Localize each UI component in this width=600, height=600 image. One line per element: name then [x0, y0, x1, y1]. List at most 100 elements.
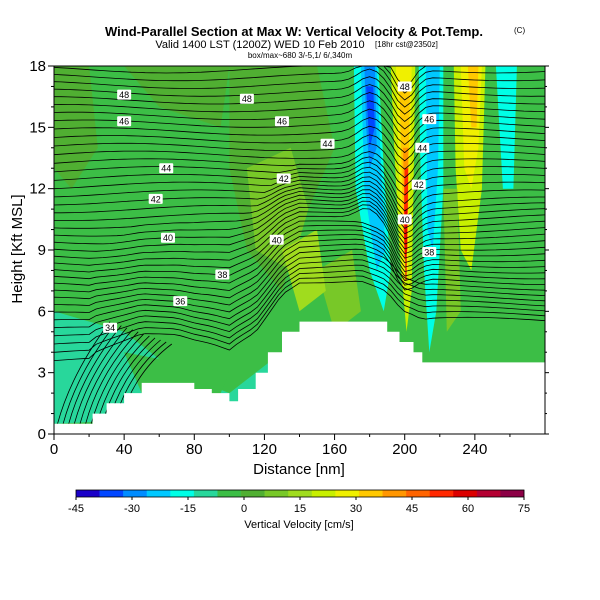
- colorbar-swatch: [476, 490, 501, 497]
- contour-label-text: 48: [242, 94, 252, 104]
- contour-label: 44: [159, 163, 174, 174]
- theta-contour: [57, 321, 111, 424]
- theta-contour: [54, 180, 545, 229]
- x-axis-label: Distance [nm]: [253, 461, 345, 478]
- colorbar-tick-label: 0: [241, 503, 247, 515]
- contour-label-text: 44: [417, 143, 427, 153]
- contour-label-text: 40: [400, 215, 410, 225]
- colorbar-label: Vertical Velocity [cm/s]: [244, 519, 353, 531]
- contour-label-text: 46: [119, 117, 129, 127]
- contour-label: 48: [397, 81, 412, 92]
- theta-contour: [54, 220, 545, 273]
- theta-contour: [54, 229, 545, 286]
- colorbar-swatch: [288, 490, 313, 497]
- y-tick-label: 6: [38, 303, 46, 320]
- theta-contour: [54, 248, 545, 313]
- theta-contour: [54, 196, 545, 250]
- theta-contour: [54, 189, 545, 240]
- plot-area: 48 48 46 46 44 44 42 42 40 40 38 36 34 48 46 44 42 40 38: [54, 66, 545, 434]
- theta-contour: [102, 337, 156, 424]
- theta-contour: [54, 176, 545, 224]
- contour-label-text: 40: [163, 233, 173, 243]
- colorbar-swatch: [146, 490, 171, 497]
- theta-contour: [54, 193, 545, 245]
- chart-subtitle-note: [18hr cst@2350z]: [375, 40, 438, 49]
- theta-contour: [54, 125, 545, 162]
- colorbar-swatch: [217, 490, 242, 497]
- contour-label: 46: [422, 114, 437, 125]
- theta-contour: [54, 117, 545, 154]
- theta-contour: [85, 331, 139, 424]
- y-tick-label: 9: [38, 242, 46, 259]
- contour-label-text: 36: [175, 297, 185, 307]
- velocity-patch: [495, 66, 517, 189]
- contour-label: 48: [239, 93, 254, 104]
- colorbar-tick-label: 75: [518, 503, 530, 515]
- colorbar-tick-label: 15: [294, 503, 306, 515]
- contour-label: 38: [422, 247, 437, 258]
- theta-contour: [54, 134, 545, 170]
- y-axis-label: Height [Kft MSL]: [9, 194, 26, 303]
- y-tick-label: 0: [38, 426, 46, 443]
- theta-contour: [54, 200, 545, 255]
- theta-contour: [54, 185, 545, 235]
- x-tick-label: 200: [392, 441, 417, 458]
- theta-contour: [62, 323, 117, 424]
- x-tick-label: 0: [50, 441, 58, 458]
- contour-label-text: 42: [414, 180, 424, 190]
- x-tick-label: 240: [462, 441, 487, 458]
- theta-contour: [54, 253, 545, 321]
- colorbar-tick-label: -30: [124, 503, 140, 515]
- x-tick-label: 80: [186, 441, 203, 458]
- contour-label: 42: [276, 173, 291, 184]
- theta-contour: [54, 151, 545, 187]
- contour-label: 46: [274, 116, 289, 127]
- contour-label-text: 38: [217, 270, 227, 280]
- colorbar-swatch: [429, 490, 454, 497]
- theta-contour: [54, 243, 545, 306]
- colorbar-tick-label: 45: [406, 503, 418, 515]
- theta-contour: [54, 161, 545, 205]
- contour-label: 36: [173, 296, 188, 307]
- contour-label-text: 48: [400, 82, 410, 92]
- contour-label: 44: [415, 142, 430, 153]
- contour-label-text: 42: [279, 174, 289, 184]
- colorbar-tick-label: -15: [180, 503, 196, 515]
- y-tick-label: 18: [29, 58, 46, 75]
- theta-contour: [54, 143, 545, 179]
- contour-label-text: 38: [424, 248, 434, 258]
- theta-contour: [73, 327, 128, 424]
- colorbar: -45 -30 -15 0 15 30 45 60 75: [68, 489, 530, 515]
- theta-contour: [54, 280, 545, 361]
- terrain-mask: [54, 321, 545, 434]
- colorbar-tick-label: 30: [350, 503, 362, 515]
- chart-title: Wind-Parallel Section at Max W: Vertical…: [105, 24, 483, 39]
- y-tick-label: 3: [38, 365, 46, 382]
- contour-label: 40: [269, 234, 284, 245]
- contour-label-text: 44: [323, 139, 333, 149]
- colorbar-swatch: [311, 490, 336, 497]
- contour-label: 44: [320, 138, 335, 149]
- theta-contour: [54, 238, 545, 300]
- x-tick-label: 40: [116, 441, 133, 458]
- colorbar-swatch: [500, 490, 525, 497]
- theta-contour: [79, 329, 133, 424]
- colorbar-swatch: [241, 490, 265, 497]
- colorbar-swatch: [193, 490, 218, 497]
- contour-label: 46: [117, 116, 132, 127]
- colorbar-swatch: [406, 490, 430, 497]
- theta-contour: [54, 92, 545, 130]
- x-tick-label: 160: [322, 441, 347, 458]
- velocity-patch: [317, 250, 361, 332]
- colorbar-swatch: [99, 490, 124, 497]
- colorbar-swatch: [453, 490, 478, 497]
- contour-label: 40: [397, 214, 412, 225]
- x-tick-label: 120: [252, 441, 277, 458]
- theta-contour: [54, 84, 545, 123]
- theta-contour: [54, 204, 545, 259]
- velocity-patch: [124, 66, 230, 128]
- contour-label-text: 40: [272, 235, 282, 245]
- colorbar-swatch: [76, 490, 100, 497]
- contour-label: 42: [411, 179, 426, 190]
